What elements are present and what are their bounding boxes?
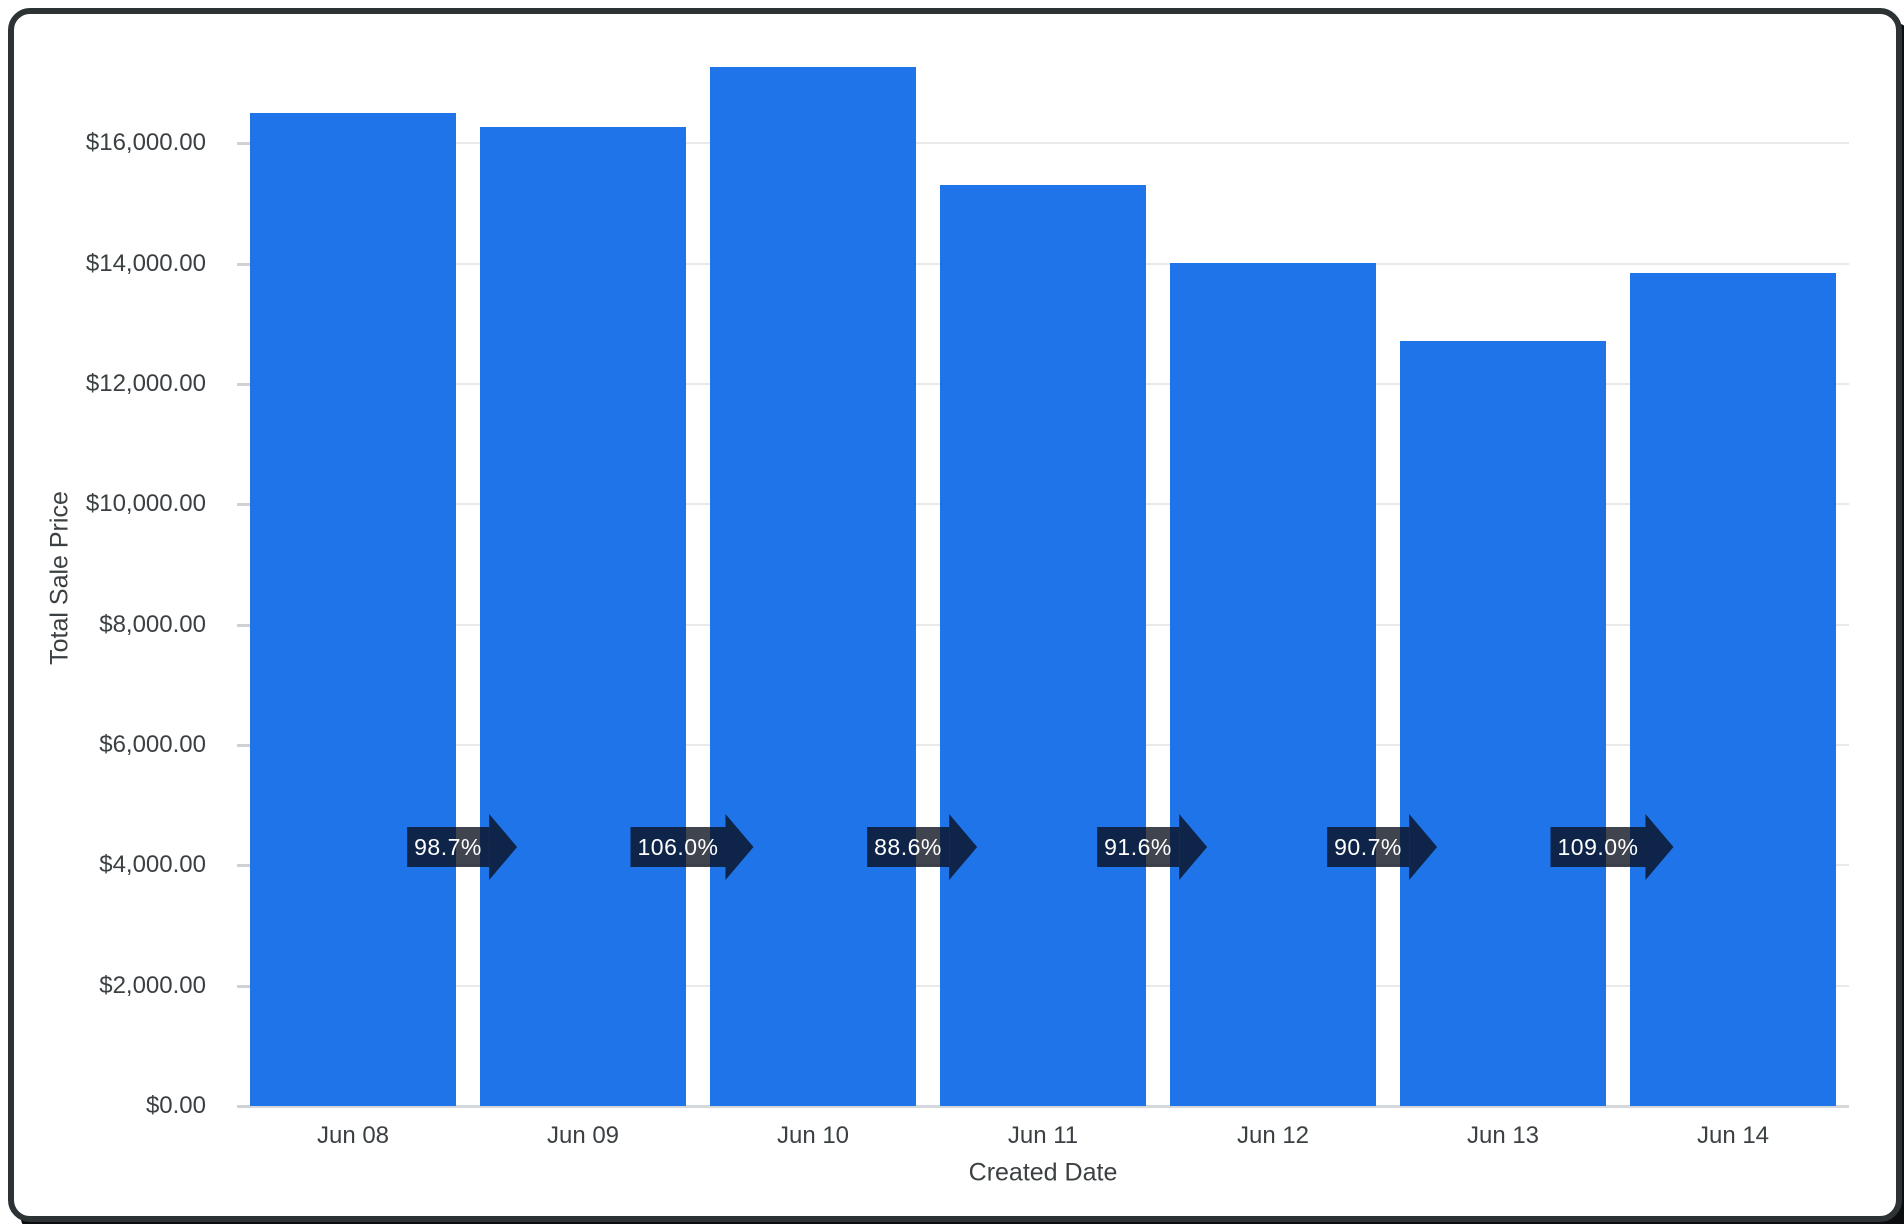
y-axis-tick <box>237 382 250 386</box>
x-axis-label: Jun 09 <box>546 1122 620 1149</box>
bar-jun-08[interactable] <box>250 113 456 1106</box>
percent-change-label: 90.7% <box>1334 833 1402 860</box>
bar-jun-14[interactable] <box>1630 272 1836 1106</box>
x-axis-label: Jun 08 <box>316 1122 390 1149</box>
percent-change-arrow: 98.7% <box>407 814 517 880</box>
y-axis-tick <box>237 743 250 747</box>
percent-change-chip-body: 90.7% <box>1327 827 1409 867</box>
x-axis-label: Jun 10 <box>776 1122 850 1149</box>
percent-change-label: 98.7% <box>414 833 482 860</box>
y-axis-label: $8,000.00 <box>99 610 206 638</box>
x-axis-label: Jun 14 <box>1696 1122 1770 1149</box>
y-axis-label: $2,000.00 <box>99 971 206 999</box>
bar-jun-12[interactable] <box>1170 263 1376 1106</box>
bar-jun-11[interactable] <box>940 185 1146 1106</box>
arrow-tip-icon <box>948 814 977 880</box>
x-axis-label: Jun 11 <box>1007 1122 1079 1149</box>
y-axis-tick <box>237 623 250 627</box>
percent-change-arrow: 106.0% <box>630 814 754 880</box>
arrow-tip-icon <box>1408 814 1437 880</box>
chart-card: Total Sale Price $16,000.00 $14,000.00 $12… <box>8 8 1902 1222</box>
percent-change-label: 109.0% <box>1557 833 1639 860</box>
x-axis-title: Created Date <box>968 1158 1118 1187</box>
y-axis-tick <box>237 984 250 988</box>
arrow-tip-icon <box>1178 814 1207 880</box>
percent-change-arrow: 88.6% <box>867 814 977 880</box>
percent-change-arrow: 91.6% <box>1097 814 1207 880</box>
y-axis-label: $4,000.00 <box>99 851 206 879</box>
percent-change-label: 91.6% <box>1104 833 1172 860</box>
arrow-tip-icon <box>488 814 517 880</box>
y-axis-tick <box>237 262 250 266</box>
percent-change-arrow: 90.7% <box>1327 814 1437 880</box>
y-axis-label: $16,000.00 <box>85 129 206 157</box>
y-axis-label: $6,000.00 <box>99 730 206 758</box>
percent-change-label: 106.0% <box>637 833 719 860</box>
gridline <box>250 1105 1849 1108</box>
percent-change-label: 88.6% <box>874 833 942 860</box>
percent-change-chip-body: 91.6% <box>1097 827 1179 867</box>
y-axis-tick <box>237 864 250 868</box>
gridline <box>250 142 1849 145</box>
bar-jun-10[interactable] <box>710 67 916 1106</box>
arrow-tip-icon <box>1645 814 1674 880</box>
percent-change-arrow: 109.0% <box>1550 814 1674 880</box>
percent-change-chip-body: 98.7% <box>407 827 489 867</box>
y-axis-label: $14,000.00 <box>85 249 206 277</box>
bar-jun-13[interactable] <box>1400 341 1606 1106</box>
chart-content: Total Sale Price $16,000.00 $14,000.00 $12… <box>14 14 1884 1204</box>
y-axis-tick <box>237 1105 250 1108</box>
x-axis-label: Jun 13 <box>1466 1122 1540 1149</box>
x-axis-label: Jun 12 <box>1236 1122 1310 1149</box>
arrow-tip-icon <box>725 814 754 880</box>
y-axis-label: $10,000.00 <box>85 490 206 518</box>
y-axis-label: $0.00 <box>145 1092 206 1119</box>
bar-jun-09[interactable] <box>480 127 686 1106</box>
y-axis-tick <box>237 503 250 507</box>
percent-change-chip-body: 106.0% <box>630 827 726 867</box>
y-axis-label: $12,000.00 <box>85 369 206 397</box>
y-axis-tick <box>237 142 250 146</box>
percent-change-chip-body: 109.0% <box>1550 827 1646 867</box>
percent-change-chip-body: 88.6% <box>867 827 949 867</box>
